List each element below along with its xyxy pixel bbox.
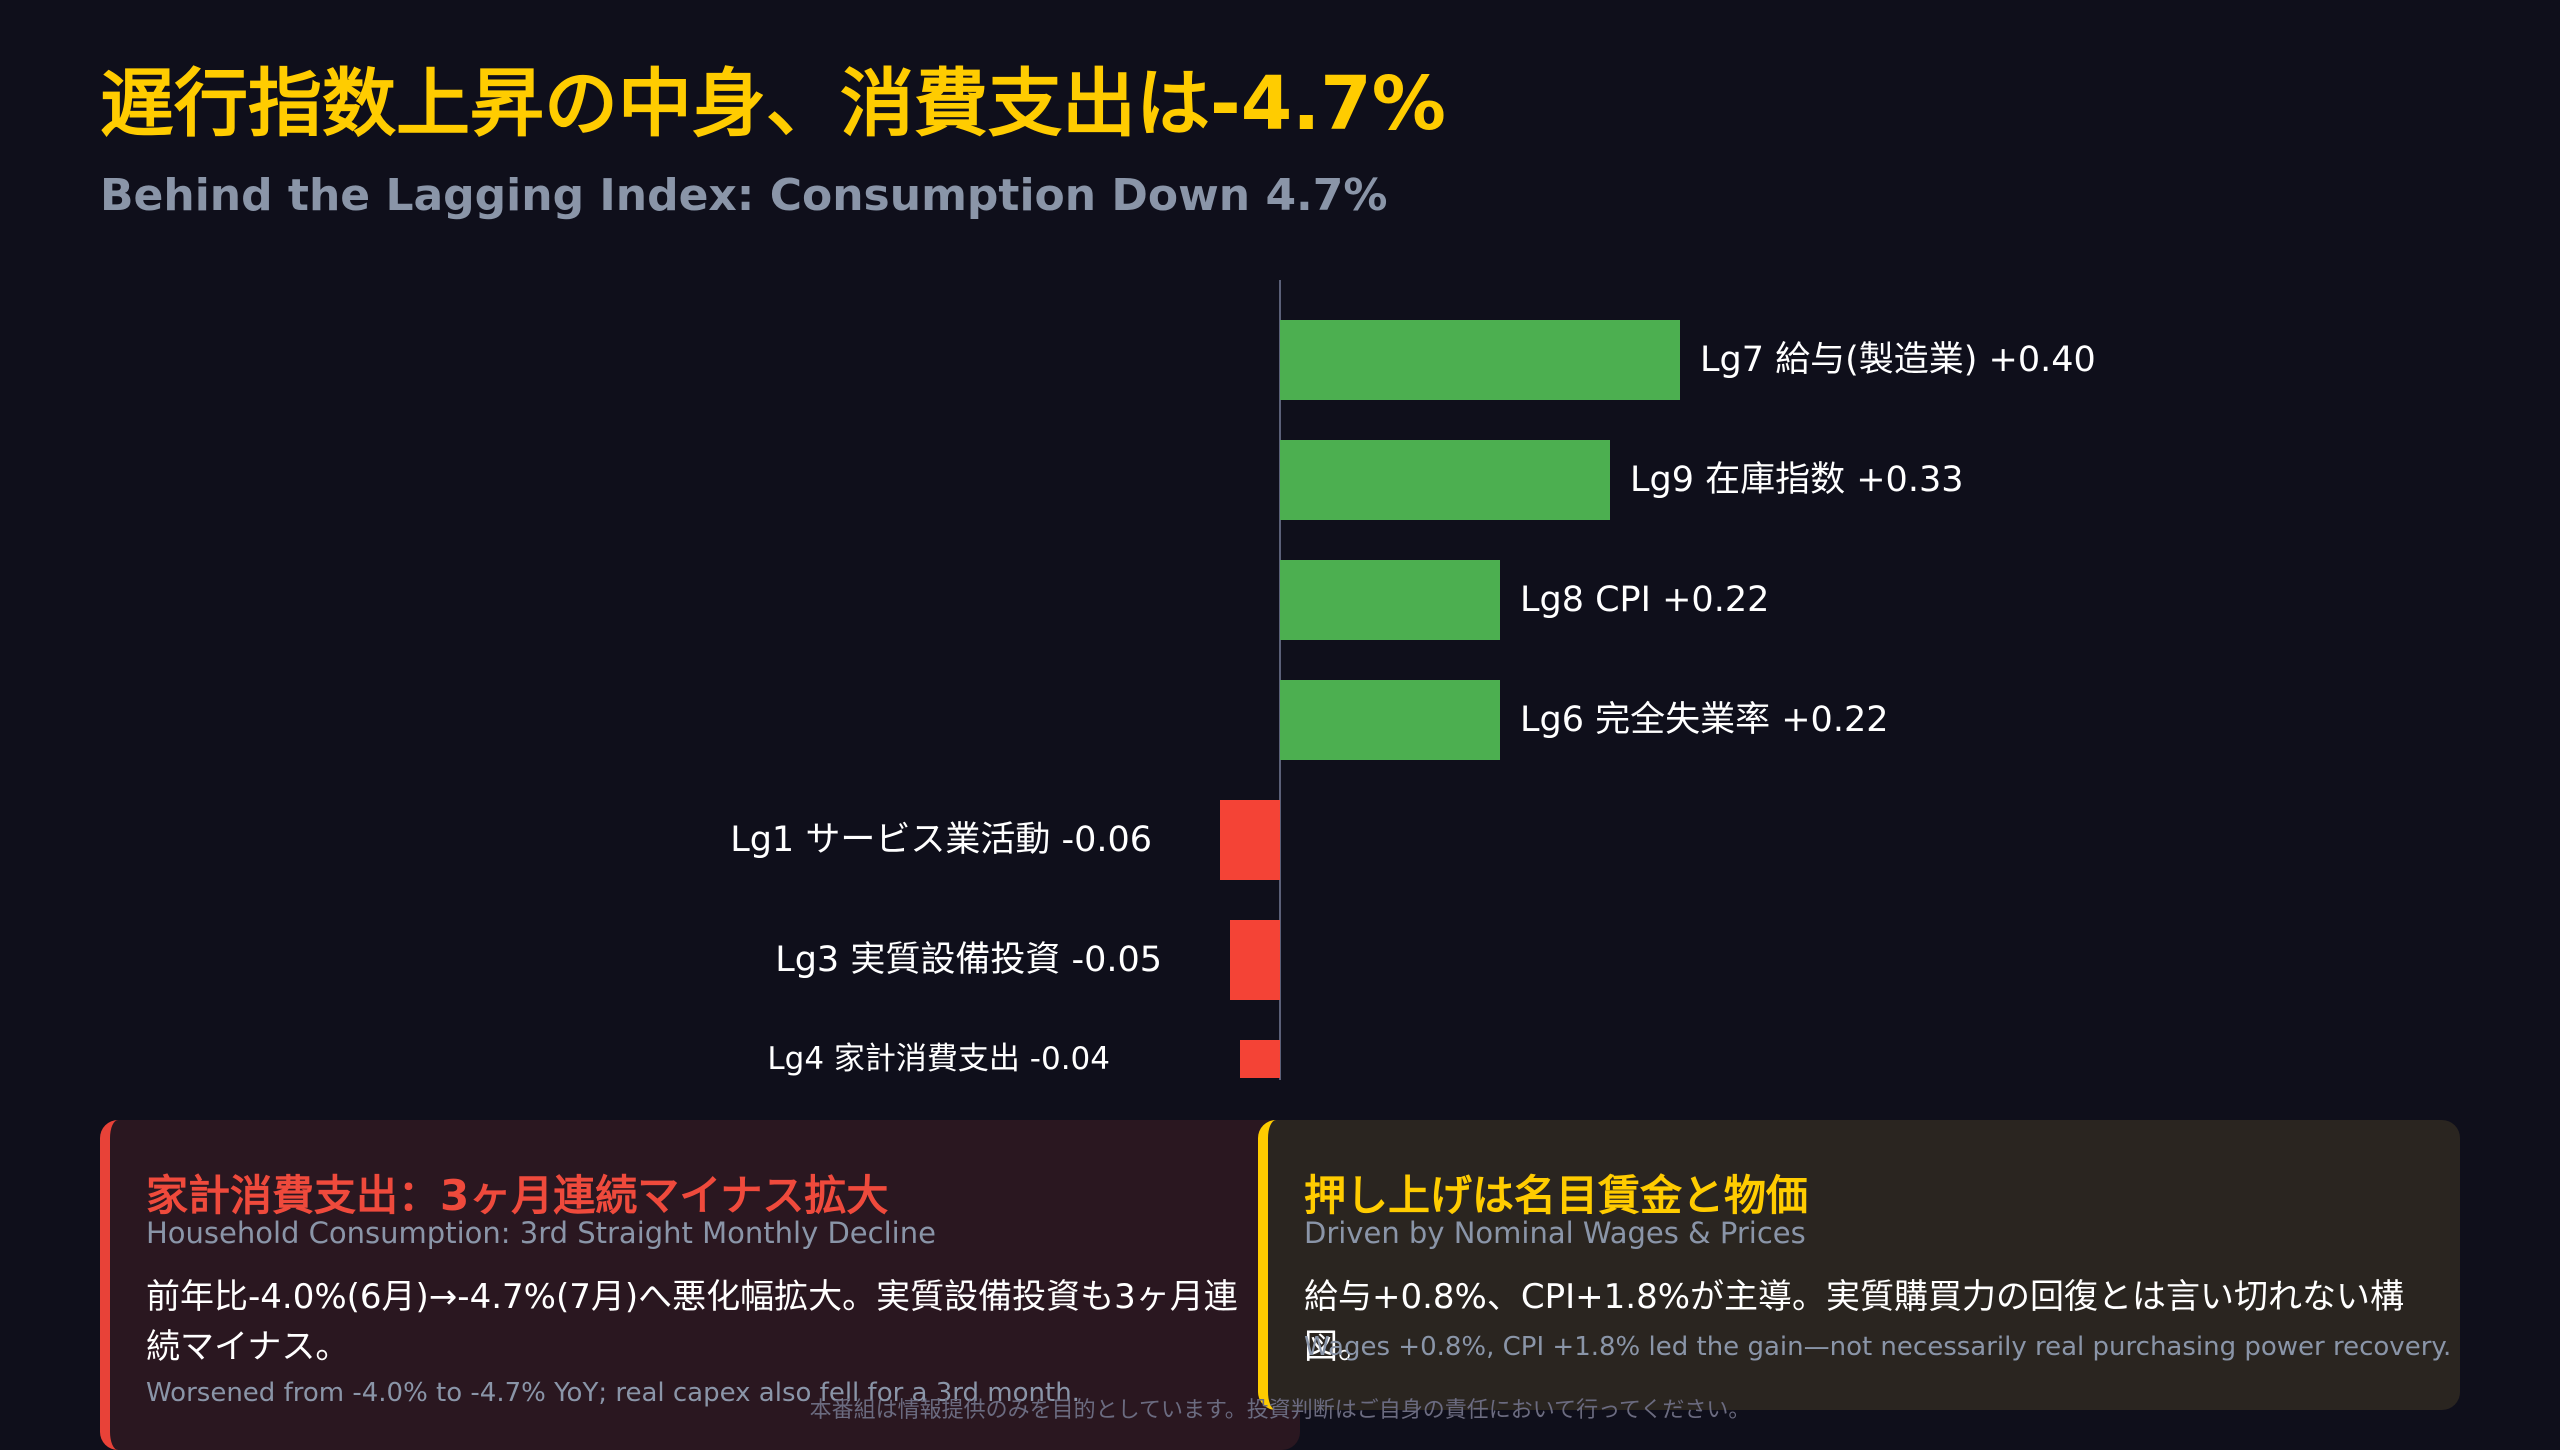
- bar-label-7: Lg4 家計消費支出 -0.04: [767, 1041, 1110, 1077]
- drivers-panel: 押し上げは名目賃金と物価 Driven by Nominal Wages & P…: [1258, 1120, 2460, 1410]
- bar-1: [1280, 320, 1680, 400]
- bar-4: [1280, 680, 1500, 760]
- consumption-panel-note: Worsened from -4.0% to -4.7% YoY; real c…: [146, 1378, 1080, 1408]
- drivers-panel-note: Wages +0.8%, CPI +1.8% led the gain—not …: [1304, 1332, 2452, 1362]
- consumption-panel-subheading: Household Consumption: 3rd Straight Mont…: [146, 1216, 936, 1250]
- bar-label-6: Lg3 実質設備投資 -0.05: [775, 940, 1162, 980]
- bar-label-4: Lg6 完全失業率 +0.22: [1520, 700, 1889, 740]
- drivers-panel-heading: 押し上げは名目賃金と物価: [1304, 1171, 1809, 1220]
- page-title: 遅行指数上昇の中身、消費支出は-4.7%: [100, 61, 1446, 147]
- bar-label-2: Lg9 在庫指数 +0.33: [1630, 460, 1964, 500]
- contribution-bar-chart: Lg7 給与(製造業) +0.40 Lg9 在庫指数 +0.33 Lg8 CPI +…: [730, 280, 2096, 1080]
- bar-2: [1280, 440, 1610, 520]
- bar-label-1: Lg7 給与(製造業) +0.40: [1700, 340, 2096, 380]
- bar-6: [1230, 920, 1280, 1000]
- consumption-panel-text: 前年比-4.0%(6月)→-4.7%(7月)へ悪化幅拡大。実質設備投資も3ヶ月連…: [146, 1277, 1238, 1367]
- drivers-panel-subheading: Driven by Nominal Wages & Prices: [1304, 1216, 1806, 1250]
- bar-3: [1280, 560, 1500, 640]
- bar-7: [1240, 1040, 1280, 1078]
- disclaimer: 本番組は情報提供のみを目的としています。投資判断はご自身の責任において行ってくだ…: [809, 1398, 1751, 1423]
- page-subtitle: Behind the Lagging Index: Consumption Do…: [100, 170, 1388, 221]
- bar-label-3: Lg8 CPI +0.22: [1520, 580, 1769, 620]
- drivers-panel-text: 給与+0.8%、CPI+1.8%が主導。実質購買力の回復とは言い切れない構図。: [1304, 1277, 2405, 1367]
- bar-label-5: Lg1 サービス業活動 -0.06: [730, 820, 1152, 860]
- consumption-panel-heading: 家計消費支出：3ヶ月連続マイナス拡大: [146, 1171, 889, 1220]
- consumption-panel: 家計消費支出：3ヶ月連続マイナス拡大 Household Consumption…: [100, 1120, 1300, 1450]
- bar-5: [1220, 800, 1280, 880]
